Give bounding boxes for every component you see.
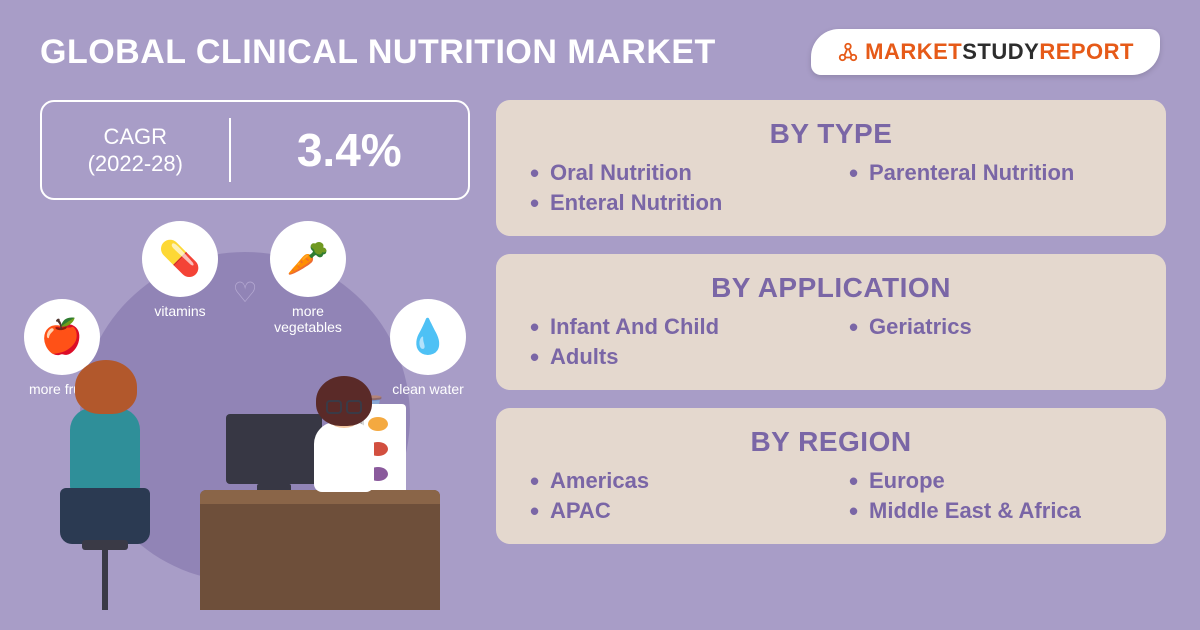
nutritionist-figure (314, 384, 374, 492)
vitamins-icon: 💊 (142, 221, 218, 297)
tip-label: vitamins (142, 303, 218, 319)
illustration-area: ♡ ◔ ⌛ 🍎 more fruits 💊 vitamins 🥕 more ve… (30, 215, 480, 610)
cagr-value: 3.4% (231, 123, 468, 177)
segment-panels: BY TYPE Oral Nutrition Parenteral Nutrit… (496, 100, 1166, 544)
monitor-icon (226, 414, 322, 484)
tip-more-vegetables: 🥕 more vegetables (270, 221, 346, 335)
consultation-scene: 09:00 13:00 18:00 (70, 380, 440, 610)
brand-logo: MARKETSTUDYREPORT (811, 29, 1160, 75)
tip-vitamins: 💊 vitamins (142, 221, 218, 319)
logo-word-market: MARKET (865, 39, 962, 64)
list-item: Adults (526, 344, 817, 370)
list-item: APAC (526, 498, 817, 524)
vegetables-icon: 🥕 (270, 221, 346, 297)
tip-label: more vegetables (270, 303, 346, 335)
cagr-label-line1: CAGR (42, 123, 229, 151)
list-item: Americas (526, 468, 817, 494)
list-item: Parenteral Nutrition (845, 160, 1136, 186)
panel-title: BY TYPE (526, 118, 1136, 150)
heartbeat-icon: ♡ (232, 276, 257, 309)
topbar: GLOBAL CLINICAL NUTRITION MARKET MARKETS… (40, 22, 1160, 82)
infographic-frame: GLOBAL CLINICAL NUTRITION MARKET MARKETS… (0, 0, 1200, 630)
glasses-icon (326, 400, 362, 410)
panel-list: Infant And Child Geriatrics Adults (526, 314, 1136, 370)
logo-text: MARKETSTUDYREPORT (865, 39, 1134, 65)
cagr-stat: CAGR (2022-28) 3.4% (40, 100, 470, 200)
list-item: Middle East & Africa (845, 498, 1136, 524)
cagr-label-line2: (2022-28) (42, 150, 229, 178)
logo-word-report: REPORT (1039, 39, 1134, 64)
list-item: Enteral Nutrition (526, 190, 817, 216)
cagr-label: CAGR (2022-28) (42, 123, 229, 178)
list-item: Europe (845, 468, 1136, 494)
list-item: Infant And Child (526, 314, 817, 340)
list-item: Oral Nutrition (526, 160, 817, 186)
panel-title: BY APPLICATION (526, 272, 1136, 304)
desk: 09:00 13:00 18:00 (200, 490, 440, 610)
panel-by-region: BY REGION Americas Europe APAC Middle Ea… (496, 408, 1166, 544)
patient-figure (60, 370, 150, 610)
molecule-icon (837, 41, 859, 63)
panel-list: Oral Nutrition Parenteral Nutrition Ente… (526, 160, 1136, 216)
panel-by-application: BY APPLICATION Infant And Child Geriatri… (496, 254, 1166, 390)
logo-word-study: STUDY (962, 39, 1039, 64)
panel-list: Americas Europe APAC Middle East & Afric… (526, 468, 1136, 524)
panel-title: BY REGION (526, 426, 1136, 458)
list-item: Geriatrics (845, 314, 1136, 340)
water-icon: 💧 (390, 299, 466, 375)
page-title: GLOBAL CLINICAL NUTRITION MARKET (40, 33, 716, 72)
panel-by-type: BY TYPE Oral Nutrition Parenteral Nutrit… (496, 100, 1166, 236)
